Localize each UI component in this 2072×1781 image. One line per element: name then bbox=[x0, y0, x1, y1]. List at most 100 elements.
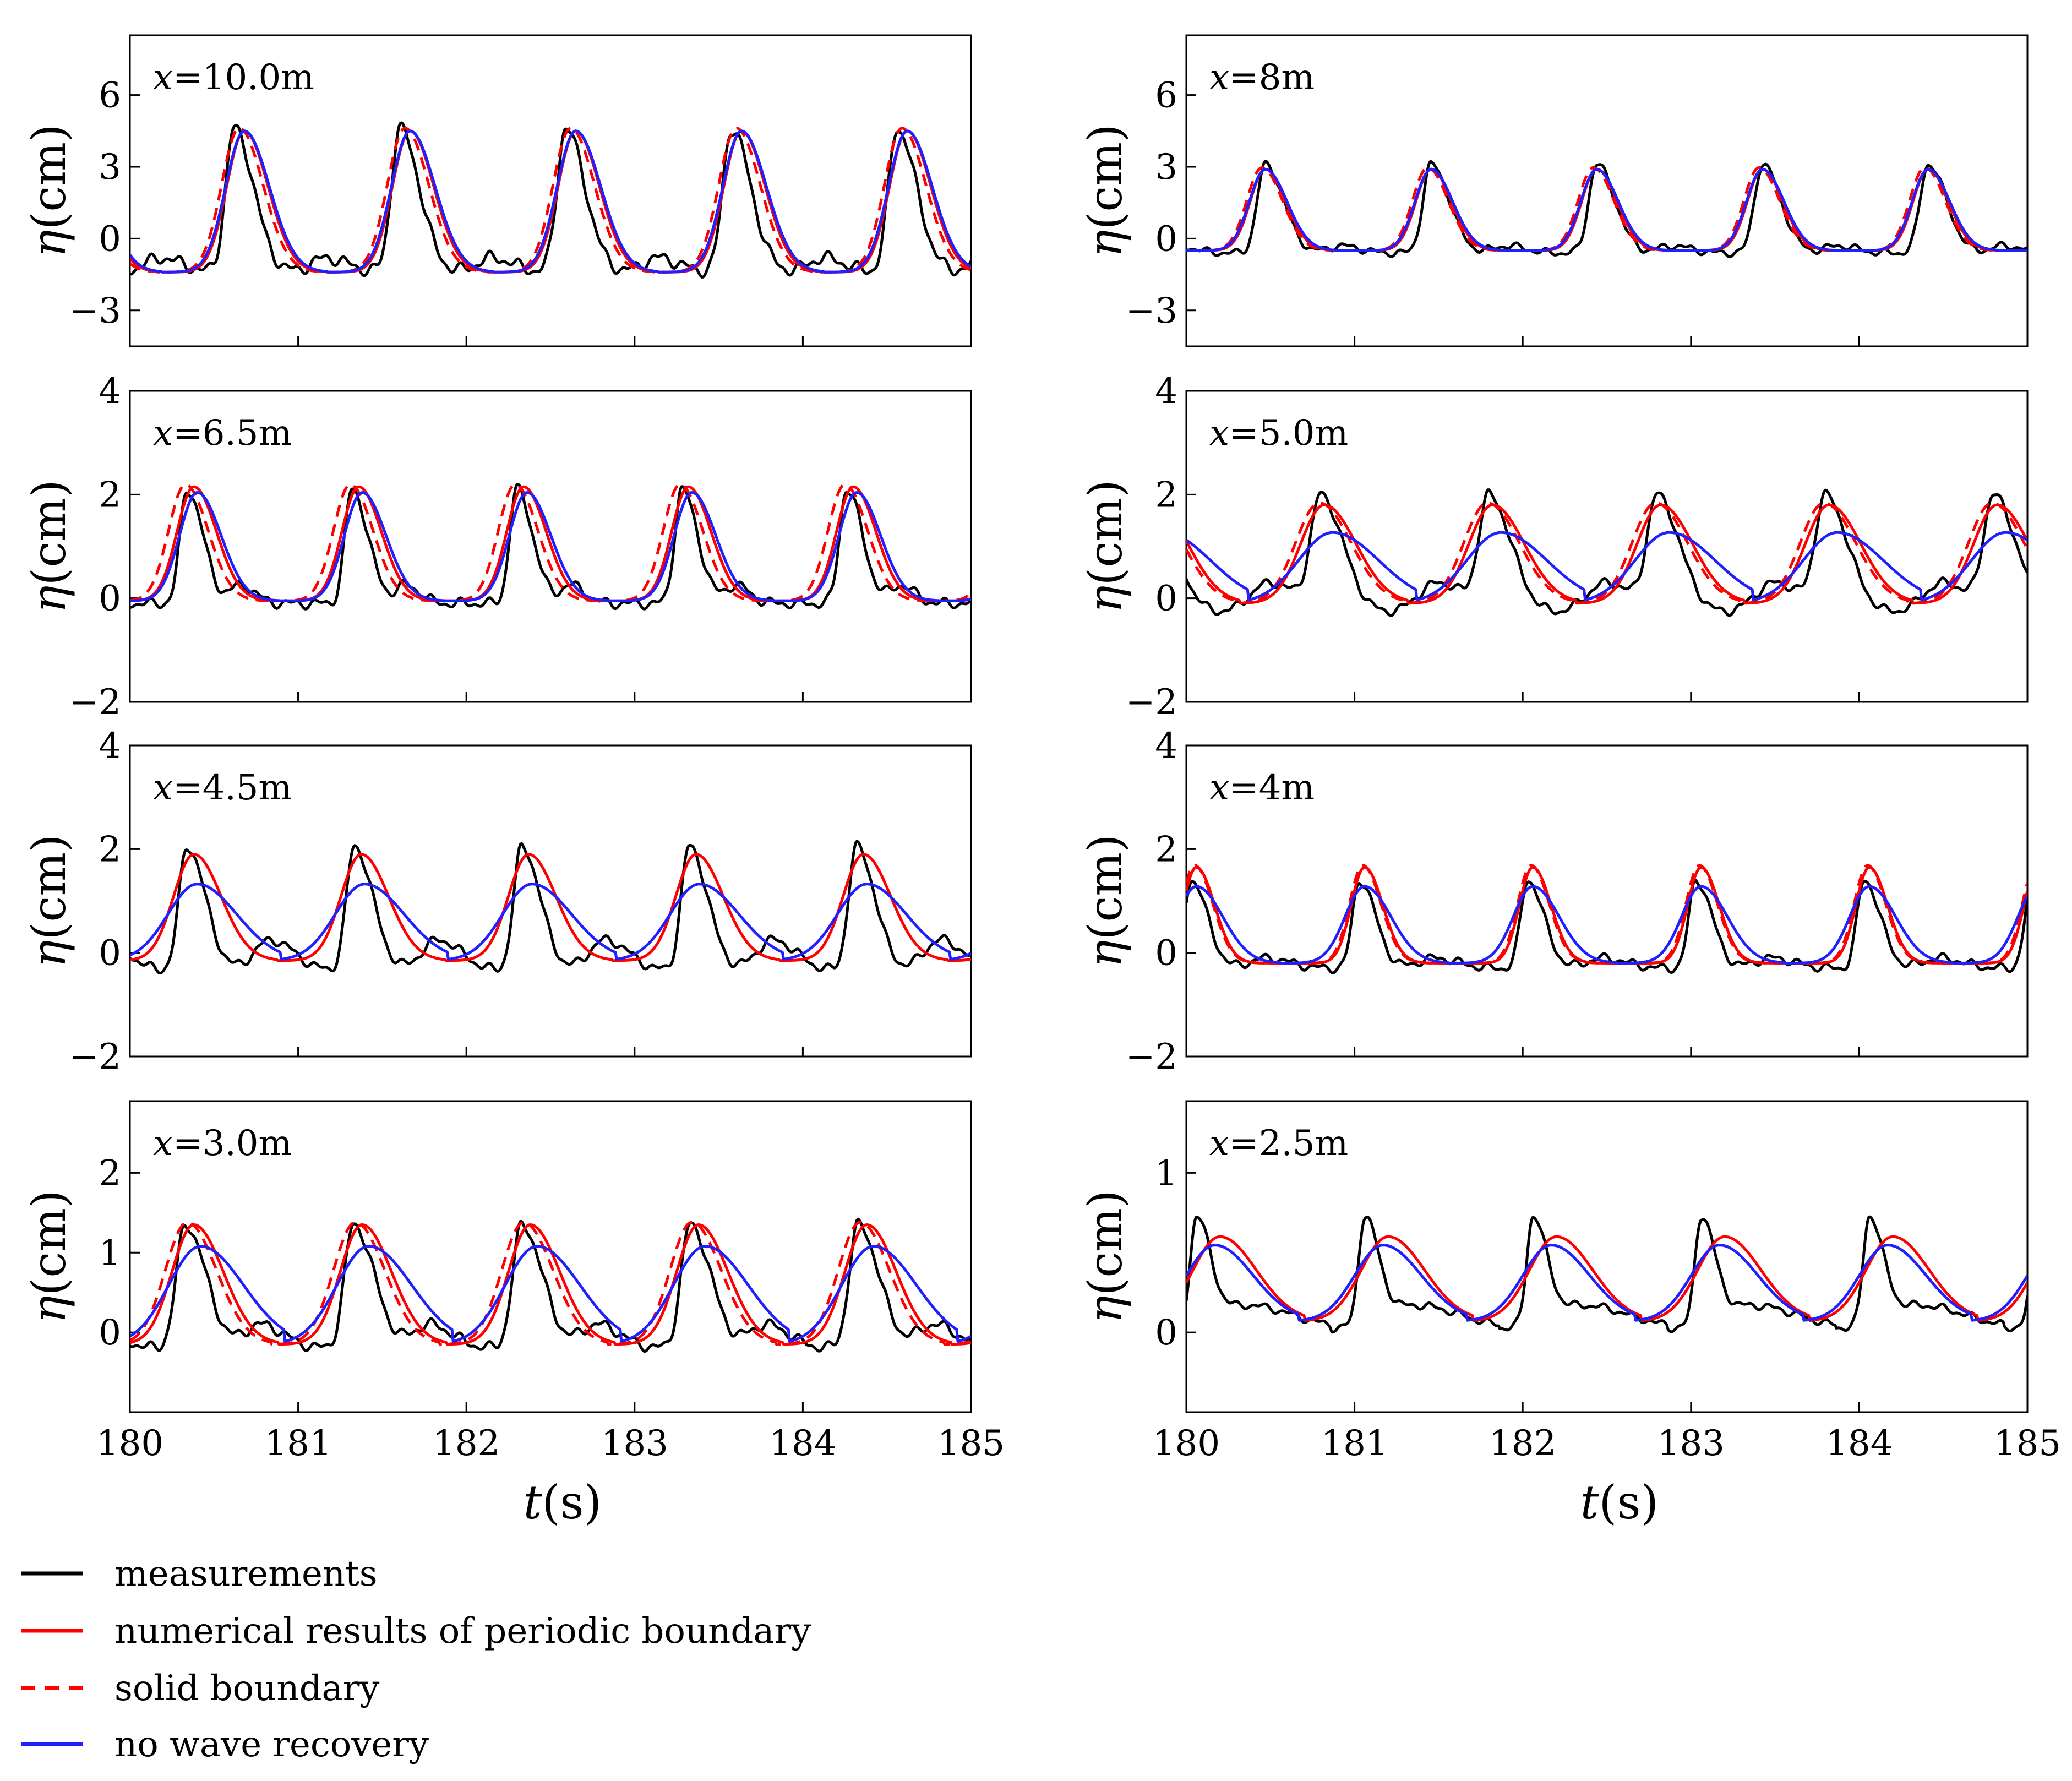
panel-label: x=5.0m bbox=[1209, 413, 1348, 454]
y-tick-label: −2 bbox=[69, 682, 121, 723]
y-tick-label: 4 bbox=[1155, 371, 1177, 412]
y-tick-label: 0 bbox=[1155, 219, 1177, 259]
panel-2: 4 2 0 −2 η(cm) x=6.5m bbox=[22, 371, 972, 723]
y-axis-title: η(cm) bbox=[22, 124, 76, 258]
panel-label: x=10.0m bbox=[153, 57, 314, 98]
y-axis-title: η(cm) bbox=[1078, 1190, 1132, 1324]
x-tick-label: 180 bbox=[96, 1423, 163, 1464]
series-measurements-line bbox=[1186, 160, 2027, 259]
y-tick-label: 3 bbox=[1155, 147, 1177, 188]
x-tick-label: 182 bbox=[433, 1423, 500, 1464]
y-tick-label: 4 bbox=[99, 371, 121, 412]
y-tick-label: 2 bbox=[99, 1153, 121, 1194]
y-tick-label: −3 bbox=[1126, 291, 1177, 331]
series-measurements-line bbox=[130, 840, 971, 975]
plot-frame bbox=[1185, 34, 2029, 347]
legend-item-periodic: numerical results of periodic boundary bbox=[21, 1611, 811, 1652]
x-tick-label: 182 bbox=[1489, 1423, 1556, 1464]
plot-frame bbox=[1185, 1100, 2029, 1413]
series-measurements-line bbox=[130, 1217, 971, 1353]
series-norecovery-line bbox=[130, 1245, 971, 1343]
panel-5: 4 2 0 −2 η(cm) x=4m bbox=[1078, 726, 2029, 1077]
series-measurements-line bbox=[1186, 488, 2027, 617]
panel-label: x=8m bbox=[1209, 57, 1315, 98]
x-tick-label: 181 bbox=[265, 1423, 332, 1464]
y-tick-label: 6 bbox=[99, 75, 121, 116]
series-periodic-line bbox=[1186, 1235, 2027, 1322]
y-tick-label: 1 bbox=[1155, 1153, 1177, 1194]
panel-label: x=2.5m bbox=[1209, 1123, 1348, 1164]
series-periodic-line bbox=[130, 853, 971, 962]
y-axis-title: η(cm) bbox=[1078, 834, 1132, 968]
y-tick-label: 2 bbox=[99, 475, 121, 515]
series-solid-line bbox=[1186, 864, 2027, 965]
panel-label: x=3.0m bbox=[153, 1123, 292, 1164]
x-tick-label: 180 bbox=[1153, 1423, 1220, 1464]
series-norecovery-line bbox=[1186, 167, 2027, 252]
y-tick-label: 3 bbox=[99, 147, 121, 188]
panel-label: x=4m bbox=[1209, 767, 1315, 808]
y-tick-label: 0 bbox=[99, 933, 121, 974]
series-norecovery-line bbox=[1186, 885, 2027, 965]
x-axis-title-right: t(s) bbox=[1580, 1475, 1659, 1529]
y-tick-label: 2 bbox=[99, 829, 121, 870]
y-tick-label: 0 bbox=[99, 1312, 121, 1353]
series-measurements-line bbox=[130, 121, 971, 279]
legend-item-solid: solid boundary bbox=[21, 1668, 379, 1709]
y-tick-label: −3 bbox=[69, 291, 121, 331]
legend-label-norecovery: no wave recovery bbox=[114, 1724, 429, 1765]
x-tick-label: 183 bbox=[601, 1423, 668, 1464]
x-tick-label: 184 bbox=[769, 1423, 836, 1464]
y-tick-label: 1 bbox=[99, 1233, 121, 1273]
x-tick-label: 185 bbox=[937, 1423, 1005, 1464]
panel-6: 2 1 0 180 181 182 183 184 185 η(cm) x=3.0m bbox=[22, 1100, 1005, 1464]
series-norecovery-line bbox=[1186, 531, 2027, 602]
y-axis-title: η(cm) bbox=[1078, 480, 1132, 613]
x-axis-title-left: t(s) bbox=[524, 1475, 602, 1529]
chart-panels: 6 3 0 −3 η(cm) x=10.0m 6 3 0 −3 η(cm) x=8m 4 2 0 −2 η(cm… bbox=[22, 34, 2061, 1464]
panel-0: 6 3 0 −3 η(cm) x=10.0m bbox=[22, 34, 972, 347]
legend: measurements numerical results of period… bbox=[21, 1554, 811, 1765]
y-tick-label: −2 bbox=[69, 1037, 121, 1077]
series-norecovery-line bbox=[130, 883, 971, 961]
y-tick-label: −2 bbox=[1126, 682, 1177, 723]
y-tick-label: 0 bbox=[99, 579, 121, 619]
panel-label: x=6.5m bbox=[153, 413, 292, 454]
y-tick-label: 0 bbox=[1155, 579, 1177, 619]
y-tick-label: 6 bbox=[1155, 75, 1177, 116]
series-solid-line bbox=[1186, 502, 2027, 605]
legend-label-periodic: numerical results of periodic boundary bbox=[114, 1611, 811, 1652]
series-measurements-line bbox=[1186, 1215, 2027, 1334]
series-norecovery-line bbox=[130, 491, 971, 602]
y-tick-label: 0 bbox=[1155, 1312, 1177, 1353]
y-axis-title: η(cm) bbox=[1078, 124, 1132, 258]
plot-frame bbox=[1185, 390, 2029, 703]
x-tick-label: 183 bbox=[1657, 1423, 1725, 1464]
plot-frame bbox=[129, 744, 972, 1058]
x-tick-label: 185 bbox=[1994, 1423, 2061, 1464]
y-tick-label: 2 bbox=[1155, 475, 1177, 515]
y-tick-label: 0 bbox=[1155, 933, 1177, 974]
panel-7: 1 0 180 181 182 183 184 185 η(cm) x=2.5m bbox=[1078, 1100, 2061, 1464]
series-norecovery-line bbox=[130, 129, 971, 274]
legend-label-measurements: measurements bbox=[114, 1554, 378, 1594]
x-tick-label: 181 bbox=[1321, 1423, 1388, 1464]
panel-3: 4 2 0 −2 η(cm) x=5.0m bbox=[1078, 371, 2029, 723]
panel-label: x=4.5m bbox=[153, 767, 292, 808]
y-axis-title: η(cm) bbox=[22, 480, 76, 613]
y-axis-title: η(cm) bbox=[22, 1190, 76, 1324]
y-axis-title: η(cm) bbox=[22, 834, 76, 968]
series-measurements-line bbox=[1186, 879, 2027, 974]
series-solid-line bbox=[130, 1221, 971, 1346]
y-tick-label: 0 bbox=[99, 219, 121, 259]
legend-item-measurements: measurements bbox=[21, 1554, 378, 1594]
panel-1: 6 3 0 −3 η(cm) x=8m bbox=[1078, 34, 2029, 347]
legend-item-norecovery: no wave recovery bbox=[21, 1724, 429, 1765]
y-tick-label: −2 bbox=[1126, 1037, 1177, 1077]
plot-frame bbox=[129, 1100, 972, 1413]
legend-label-solid: solid boundary bbox=[114, 1668, 379, 1709]
y-tick-label: 4 bbox=[99, 726, 121, 766]
series-norecovery-line bbox=[1186, 1244, 2027, 1322]
y-tick-label: 4 bbox=[1155, 726, 1177, 766]
